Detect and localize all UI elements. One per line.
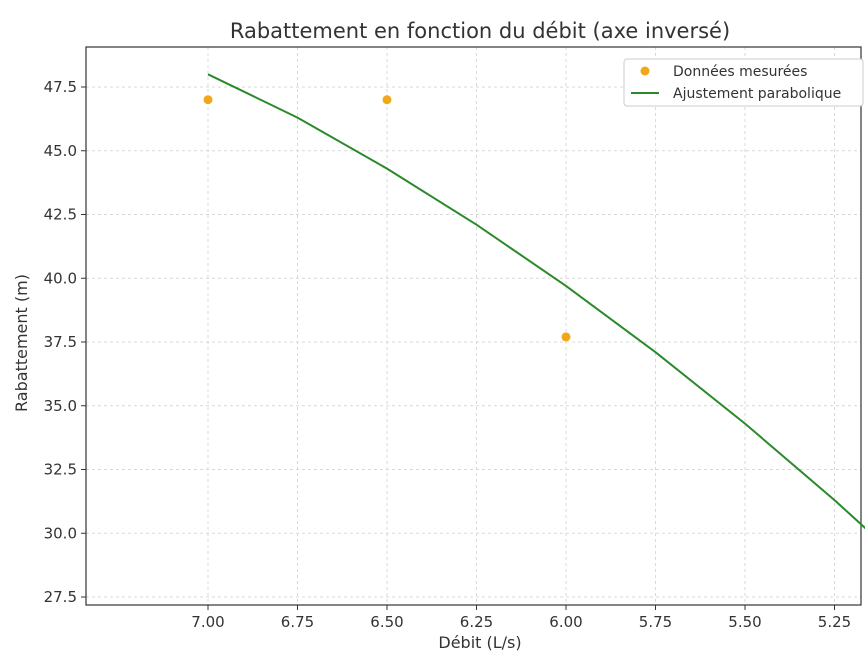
x-tick-label: 6.50	[370, 613, 403, 631]
data-point	[203, 95, 213, 105]
x-axis-title: Débit (L/s)	[438, 633, 521, 652]
x-tick-label: 5.50	[728, 613, 761, 631]
y-axis-title: Rabattement (m)	[12, 274, 31, 412]
legend: Données mesurées Ajustement parabolique	[623, 58, 864, 107]
data-point	[382, 95, 392, 105]
y-tick-label: 32.5	[44, 461, 77, 479]
y-tick-label: 35.0	[44, 397, 77, 415]
legend-box	[623, 58, 864, 107]
plot-frame	[85, 46, 862, 606]
legend-label-fit: Ajustement parabolique	[673, 86, 841, 102]
y-tick-label: 45.0	[44, 142, 77, 160]
x-tick-label: 6.25	[460, 613, 493, 631]
chart-title: Rabattement en fonction du débit (axe in…	[230, 19, 730, 43]
x-axis-ticks: 7.006.756.506.256.005.755.505.255.00	[191, 605, 851, 631]
data-point	[561, 332, 571, 342]
y-tick-label: 27.5	[44, 588, 77, 606]
x-tick-label: 6.75	[281, 613, 314, 631]
y-tick-label: 30.0	[44, 524, 77, 542]
grid	[86, 47, 861, 605]
y-tick-label: 47.5	[44, 78, 77, 96]
y-tick-label: 40.0	[44, 269, 77, 287]
legend-label-measured: Données mesurées	[673, 64, 807, 80]
legend-marker-measured	[640, 66, 650, 76]
fit-line	[207, 73, 865, 530]
y-tick-label: 37.5	[44, 333, 77, 351]
x-tick-label: 6.00	[549, 613, 582, 631]
x-tick-label: 7.00	[191, 613, 224, 631]
y-axis-ticks: 27.5 30.0 32.5 35.0 37.5 40.0 42.5 45.0 47.5	[44, 78, 86, 606]
x-tick-label: 5.75	[639, 613, 672, 631]
y-tick-label: 42.5	[44, 206, 77, 224]
series-layer	[203, 73, 865, 530]
x-tick-label: 5.25	[818, 613, 851, 631]
